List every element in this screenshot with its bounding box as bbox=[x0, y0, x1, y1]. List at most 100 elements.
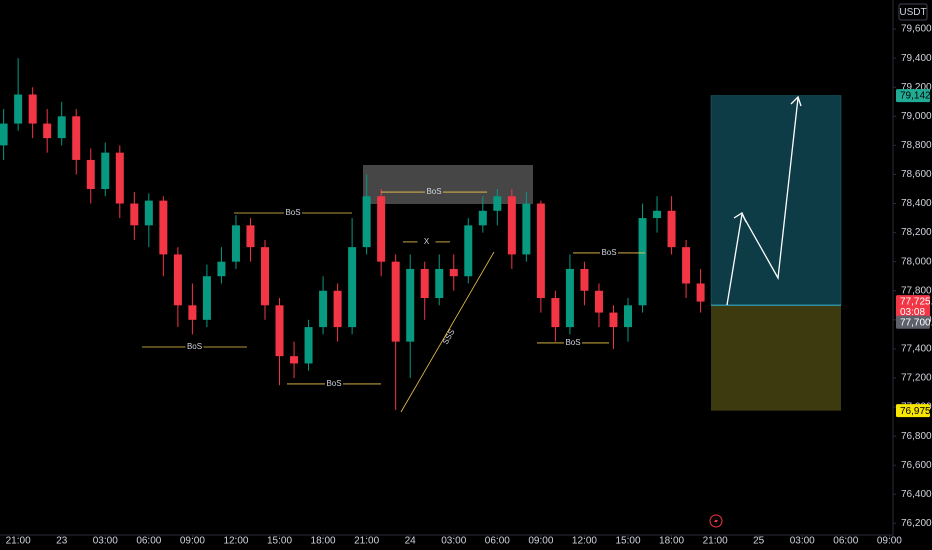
y-tick-label: 79,600.0 bbox=[901, 24, 932, 35]
y-tick-label: 78,000.0 bbox=[901, 256, 932, 267]
candle-body bbox=[28, 94, 37, 124]
arrow-head bbox=[733, 212, 747, 223]
x-tick-label: 06:00 bbox=[485, 536, 510, 547]
annotation-label: BoS bbox=[326, 379, 341, 388]
projection-path bbox=[726, 97, 799, 306]
y-tick-label: 76,800.0 bbox=[901, 431, 932, 442]
annotation-label: BoS bbox=[601, 248, 616, 257]
candle-body bbox=[217, 261, 226, 277]
y-tick-label: 79,200.0 bbox=[901, 82, 932, 93]
x-tick-label: 06:00 bbox=[136, 536, 161, 547]
candle-body bbox=[536, 203, 545, 299]
target-price-label-bg bbox=[896, 89, 930, 103]
y-tick-label: 76,400.0 bbox=[901, 489, 932, 500]
candle-body bbox=[493, 196, 502, 211]
x-tick-label: 06:00 bbox=[833, 536, 858, 547]
candle-body bbox=[551, 298, 560, 328]
candle-body bbox=[43, 123, 52, 139]
candle-body bbox=[173, 254, 182, 306]
candle-body bbox=[406, 268, 415, 342]
x-tick-label: 21:00 bbox=[354, 536, 379, 547]
y-tick-label: 79,000.0 bbox=[901, 111, 932, 122]
candle-body bbox=[682, 247, 691, 284]
y-tick-label: 76,200.0 bbox=[901, 518, 932, 529]
candle-body bbox=[333, 290, 342, 328]
last-price-bg bbox=[896, 295, 930, 320]
candle-body bbox=[624, 305, 633, 328]
candle-body bbox=[449, 268, 458, 277]
position-tool bbox=[710, 95, 842, 411]
candle-body bbox=[464, 225, 473, 277]
candle-body bbox=[565, 268, 574, 328]
x-tick-label: 18:00 bbox=[311, 536, 336, 547]
arrow-head bbox=[790, 95, 802, 107]
highlight-zone bbox=[363, 165, 533, 204]
y-tick-label: 78,200.0 bbox=[901, 227, 932, 238]
currency-label[interactable]: USDT bbox=[899, 7, 926, 18]
y-tick-label: 76,600.0 bbox=[901, 460, 932, 471]
x-tick-label: 09:00 bbox=[180, 536, 205, 547]
candle-body bbox=[348, 247, 357, 328]
candle-body bbox=[362, 196, 371, 248]
x-tick-label: 25 bbox=[753, 536, 765, 547]
candle-body bbox=[130, 203, 139, 226]
candle-body bbox=[86, 159, 95, 189]
annotation-label: BoS bbox=[565, 338, 580, 347]
candle-body bbox=[202, 276, 211, 320]
y-tick-label: 78,800.0 bbox=[901, 140, 932, 151]
candle-body bbox=[0, 123, 8, 146]
candle-body bbox=[231, 225, 240, 262]
candle-body bbox=[420, 268, 429, 299]
x-tick-label: 24 bbox=[405, 536, 417, 547]
y-tick-label: 77,800.0 bbox=[901, 285, 932, 296]
candle-body bbox=[435, 268, 444, 299]
x-tick-label: 09:00 bbox=[877, 536, 902, 547]
x-tick-label: 03:00 bbox=[441, 536, 466, 547]
x-tick-label: 03:00 bbox=[790, 536, 815, 547]
y-tick-label: 77,400.0 bbox=[901, 344, 932, 355]
y-tick-label: 78,600.0 bbox=[901, 169, 932, 180]
candle-body bbox=[159, 200, 168, 255]
candle-body bbox=[594, 290, 603, 313]
x-tick-label: 09:00 bbox=[528, 536, 553, 547]
candle-body bbox=[696, 283, 705, 302]
countdown-label: 03:08 bbox=[900, 307, 925, 318]
candle-body bbox=[667, 210, 676, 248]
stop-price-label: 76,975.5 bbox=[900, 406, 932, 417]
last-price-label: 77,725.6 bbox=[900, 297, 932, 308]
x-tick-label: 03:00 bbox=[93, 536, 118, 547]
candle-body bbox=[115, 152, 124, 204]
candle-body bbox=[580, 268, 589, 291]
currency-box[interactable] bbox=[898, 3, 928, 21]
x-tick-label: 15:00 bbox=[267, 536, 292, 547]
candle-body bbox=[290, 356, 299, 364]
annotation-label: BoS bbox=[285, 208, 300, 217]
x-tick-label: 15:00 bbox=[615, 536, 640, 547]
candle-body bbox=[275, 305, 284, 357]
candle-body bbox=[391, 261, 400, 342]
entry-price-label-bg bbox=[896, 315, 930, 329]
x-tick-label: 21:00 bbox=[703, 536, 728, 547]
target-price-label: 79,142.6 bbox=[900, 91, 932, 102]
candle-body bbox=[319, 290, 328, 328]
stop-price-label-bg bbox=[896, 404, 930, 418]
candle-body bbox=[304, 327, 313, 364]
y-tick-label: 79,400.0 bbox=[901, 53, 932, 64]
entry-price-label: 77,700.1 bbox=[900, 317, 932, 328]
lightning-icon[interactable] bbox=[709, 514, 723, 528]
y-tick-label: 78,400.0 bbox=[901, 198, 932, 209]
candle-body bbox=[260, 247, 269, 306]
candle-body bbox=[14, 94, 23, 124]
candle-body bbox=[188, 305, 197, 320]
candle-body bbox=[609, 312, 618, 328]
loss-zone bbox=[711, 305, 841, 411]
candle-body bbox=[507, 196, 516, 255]
candle-body bbox=[72, 116, 81, 160]
x-tick-label: 23 bbox=[56, 536, 68, 547]
candle-body bbox=[653, 210, 662, 219]
annotation-label: BoS bbox=[426, 187, 441, 196]
candle-body bbox=[638, 218, 647, 306]
candle-body bbox=[57, 116, 66, 139]
